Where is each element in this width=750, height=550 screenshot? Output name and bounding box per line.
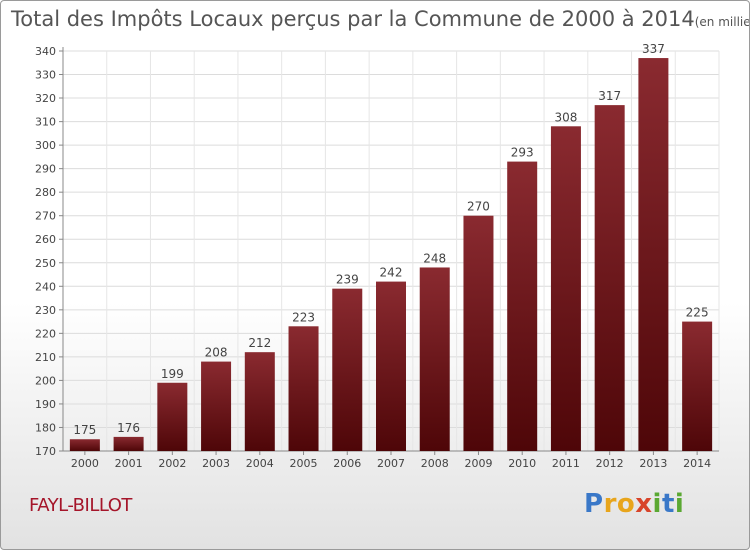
x-tick-label-2014: 2014 [683,457,711,470]
x-tick-label-2010: 2010 [508,457,536,470]
logo-letter: r [603,489,617,519]
y-tick-label: 190 [35,398,56,411]
y-tick-label: 170 [35,445,56,458]
value-label-2005: 223 [292,310,315,324]
bar-2002 [157,382,188,451]
x-tick-label-2009: 2009 [464,457,492,470]
x-tick-label-2000: 2000 [71,457,99,470]
value-label-2012: 317 [598,89,621,103]
y-tick-label: 200 [35,374,56,387]
bar-2011 [550,126,581,451]
value-label-2008: 248 [423,251,446,265]
proxiti-logo: Proxiti [584,489,684,519]
bar-2004 [244,352,275,451]
value-label-2011: 308 [554,110,577,124]
y-tick-label: 280 [35,186,56,199]
bar-2012 [594,105,625,451]
x-tick-label-2001: 2001 [115,457,143,470]
y-tick-label: 220 [35,327,56,340]
x-tick-label-2012: 2012 [596,457,624,470]
bar-2014 [682,321,713,451]
chart-title: Total des Impôts Locaux perçus par la Co… [11,7,750,31]
y-tick-label: 330 [35,69,56,82]
logo-letter: i [674,489,685,519]
bar-2013 [638,58,669,451]
bar-2007 [376,281,406,451]
y-tick-label: 210 [35,351,56,364]
y-tick-label: 250 [35,257,56,270]
y-tick-label: 290 [35,163,56,176]
logo-letter: t [661,489,675,519]
data-labels: 175 176 199 208 212 223 239 242 248 270 293 308 317 3… [73,42,708,437]
axes: 170 180 190 200 210 220 230 240 250 260 270 280 290 3… [35,45,719,470]
y-tick-label: 240 [35,280,56,293]
x-tick-label-2008: 2008 [421,457,449,470]
unit-label: (en milliers d'€) [694,15,750,29]
x-tick-label-2005: 2005 [290,457,318,470]
y-tick-label: 340 [35,45,56,58]
x-tick-label-2007: 2007 [377,457,405,470]
value-label-2010: 293 [511,146,534,160]
y-tick-label: 270 [35,210,56,223]
bar-2000 [69,439,100,451]
x-tick-label-2003: 2003 [202,457,230,470]
value-label-2004: 212 [248,336,271,350]
logo-letter: o [616,489,636,519]
bar-2001 [113,436,144,451]
value-label-2013: 337 [642,42,665,56]
bar-2009 [463,215,494,451]
x-tick-label-2004: 2004 [246,457,274,470]
x-tick-label-2011: 2011 [552,457,580,470]
commune-name: FAYL-BILLOT [29,495,132,516]
bar-2003 [201,361,232,451]
x-tick-label-2006: 2006 [333,457,361,470]
value-label-2001: 176 [117,421,140,435]
value-label-2002: 199 [161,367,184,381]
title-text: Total des Impôts Locaux perçus par la Co… [11,7,695,31]
value-label-2009: 270 [467,200,490,214]
bars [69,58,713,451]
logo-letter: P [584,489,604,519]
y-tick-label: 180 [35,421,56,434]
y-tick-label: 260 [35,233,56,246]
value-label-2007: 242 [380,266,403,280]
bar-2008 [419,267,450,451]
bar-2010 [507,161,538,451]
value-label-2003: 208 [205,346,228,360]
bar-2005 [288,326,319,451]
y-tick-label: 320 [35,92,56,105]
y-tick-label: 230 [35,304,56,317]
y-tick-label: 300 [35,139,56,152]
x-tick-label-2002: 2002 [158,457,186,470]
value-label-2006: 239 [336,273,359,287]
value-label-2014: 225 [686,306,709,320]
x-tick-label-2013: 2013 [639,457,667,470]
bar-2006 [332,288,363,451]
logo-letter: x [635,489,653,519]
value-label-2000: 175 [73,423,96,437]
logo-letter: i [652,489,662,519]
y-tick-label: 310 [35,116,56,129]
